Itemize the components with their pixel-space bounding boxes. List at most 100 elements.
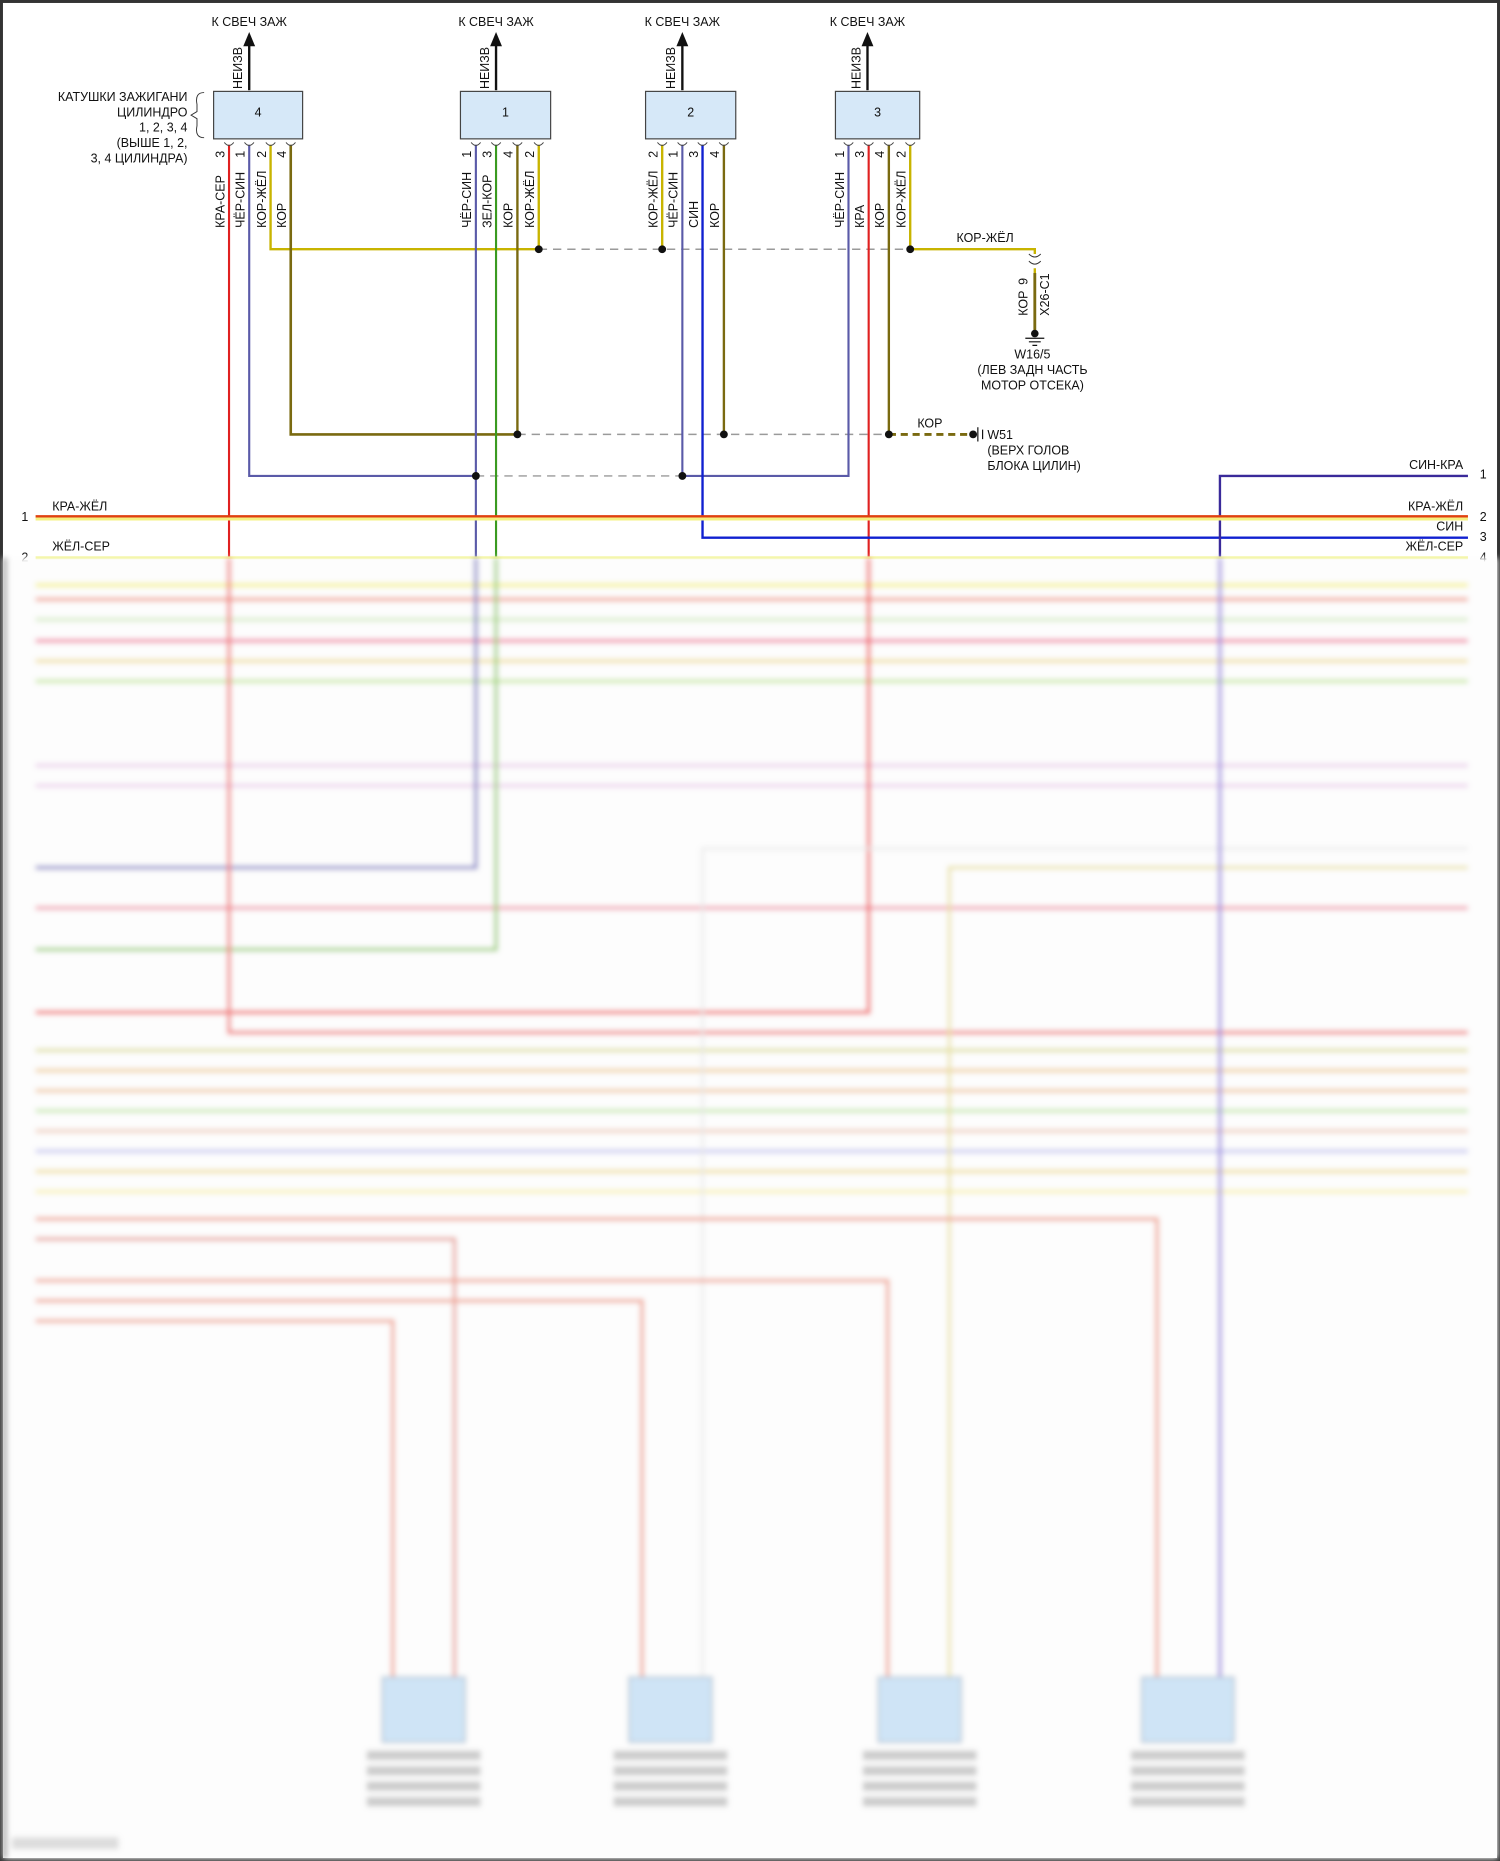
pin-number: 1 bbox=[667, 151, 681, 158]
pin-number: 2 bbox=[646, 151, 660, 158]
pin-connector-icon bbox=[512, 142, 523, 146]
obscured-wire bbox=[35, 557, 498, 952]
pin-wire-label: КОР bbox=[873, 203, 887, 228]
ground-icon bbox=[977, 427, 984, 442]
pin-wire-label: КОР-ЖЁЛ bbox=[255, 171, 269, 228]
obscured-text bbox=[862, 1796, 977, 1807]
output-label: К СВЕЧ ЗАЖ bbox=[830, 15, 906, 29]
component-label-line: (ВЫШЕ 1, 2, bbox=[117, 136, 188, 150]
ground2-name: W51 bbox=[987, 428, 1013, 442]
pin-wire-label: КРА bbox=[853, 204, 867, 228]
pin-wire-label: КОР-ЖЁЛ bbox=[523, 171, 537, 228]
pin-connector-icon bbox=[905, 142, 916, 146]
pin-connector-icon bbox=[843, 142, 854, 146]
coil-box bbox=[459, 90, 552, 140]
output-wire-label: НЕИЗВ bbox=[478, 47, 492, 89]
coil-box bbox=[834, 90, 921, 140]
ground2-wire-label: КОР bbox=[917, 416, 942, 430]
obscured-text bbox=[613, 1781, 728, 1791]
pin-number: 4 bbox=[873, 151, 887, 158]
obscured-component-box bbox=[1141, 1676, 1235, 1743]
output-label: К СВЕЧ ЗАЖ bbox=[645, 15, 721, 29]
ignition-coil-2: 2 К СВЕЧ ЗАЖ НЕИЗВ 2 КОР-ЖЁЛ 1 ЧЁР-СИН 3 СИН 4 КОР bbox=[644, 15, 737, 228]
bus-left-wire: КРА-ЖЁЛ bbox=[52, 499, 107, 513]
coil-number: 2 bbox=[687, 105, 694, 119]
ground1-location: МОТОР ОТСЕКА) bbox=[981, 378, 1084, 392]
ground1-wire-label: КОР-ЖЁЛ bbox=[956, 231, 1013, 245]
pin-number: 1 bbox=[460, 151, 474, 158]
splice-dot bbox=[906, 245, 915, 254]
obscured-text bbox=[366, 1766, 481, 1776]
coil-number: 1 bbox=[502, 105, 509, 119]
output-wire-label: НЕИЗВ bbox=[231, 47, 245, 89]
ignition-coil-1: 1 К СВЕЧ ЗАЖ НЕИЗВ 1 ЧЁР-СИН 3 ЗЕЛ-КОР 4 КОР 2 КОР… bbox=[458, 15, 552, 228]
pin-number: 4 bbox=[708, 151, 722, 158]
pin-wire-label: ЧЁР-СИН bbox=[460, 172, 474, 228]
obscured-wire bbox=[35, 557, 478, 870]
connector-icon bbox=[1028, 253, 1042, 265]
arrow-up-icon bbox=[861, 32, 874, 47]
pin-connector-icon bbox=[883, 142, 894, 146]
bus-left-pin: 2 bbox=[21, 550, 28, 564]
obscured-component-box bbox=[628, 1676, 713, 1743]
pin-connector-icon bbox=[244, 142, 255, 146]
pin-connector-icon bbox=[265, 142, 276, 146]
pin-wire-label: ЧЁР-СИН bbox=[233, 172, 247, 228]
bus-right-wire: СИН bbox=[1436, 520, 1463, 534]
ground1-conn-pin: 9 bbox=[1017, 278, 1031, 285]
ground2-location: БЛОКА ЦИЛИН) bbox=[987, 459, 1080, 473]
obscured-wire bbox=[947, 866, 1468, 1686]
bus-labels: КРА-ЖЁЛ 1 ЖЁЛ-СЕР 2 СИН-КРА 1 КРА-ЖЁЛ 2 … bbox=[21, 458, 1486, 565]
pin-connector-icon bbox=[657, 142, 668, 146]
pin-wire-label: ЧЁР-СИН bbox=[667, 172, 681, 228]
component-label-line: 3, 4 ЦИЛИНДРА) bbox=[91, 152, 188, 166]
pin-number: 2 bbox=[894, 151, 908, 158]
pin-connector-icon bbox=[677, 142, 688, 146]
ground1-name: W16/5 bbox=[1014, 347, 1050, 361]
obscured-watermark bbox=[11, 1837, 119, 1850]
obscured-wire bbox=[35, 1299, 644, 1686]
ground1-location: (ЛЕВ ЗАДН ЧАСТЬ bbox=[977, 363, 1087, 377]
pin-number: 3 bbox=[853, 151, 867, 158]
obscured-wire bbox=[35, 1319, 395, 1686]
bus-right-wire: КРА-ЖЁЛ bbox=[1408, 499, 1463, 513]
obscured-text bbox=[366, 1750, 481, 1761]
bus-right-wire: ЖЁЛ-СЕР bbox=[1405, 540, 1463, 554]
obscured-wire bbox=[35, 557, 871, 1015]
bus-left-pin: 1 bbox=[21, 510, 28, 524]
pin-number: 3 bbox=[687, 151, 701, 158]
obscured-text bbox=[1130, 1781, 1245, 1791]
pin-connector-icon bbox=[697, 142, 708, 146]
pin-number: 3 bbox=[480, 151, 494, 158]
bus-left-wire: ЖЁЛ-СЕР bbox=[52, 540, 110, 554]
ground1-conn-wire: КОР bbox=[1017, 291, 1031, 316]
wire-kor bbox=[289, 144, 518, 436]
ground-w16-5: КОР-ЖЁЛ КОР 9 X26-C1 W16/5 (ЛЕВ ЗАДН ЧАС… bbox=[956, 231, 1087, 392]
pin-connector-icon bbox=[285, 142, 296, 146]
obscured-text bbox=[613, 1796, 728, 1807]
ground-icon bbox=[1025, 337, 1045, 346]
pin-number: 1 bbox=[833, 151, 847, 158]
component-label-line: 1, 2, 3, 4 bbox=[139, 121, 188, 135]
wire-cher-sin bbox=[248, 144, 476, 477]
obscured-wire bbox=[227, 557, 1468, 1035]
output-wire-label: НЕИЗВ bbox=[849, 47, 863, 89]
pin-number: 4 bbox=[502, 151, 516, 158]
output-wire-label: НЕИЗВ bbox=[664, 47, 678, 89]
output-label: К СВЕЧ ЗАЖ bbox=[458, 15, 534, 29]
pin-number: 1 bbox=[233, 151, 247, 158]
coil-number: 4 bbox=[255, 105, 262, 119]
component-label: КАТУШКИ ЗАЖИГАНИ ЦИЛИНДРО 1, 2, 3, 4 (ВЫ… bbox=[58, 90, 205, 166]
bus-right-wire: СИН-КРА bbox=[1409, 458, 1464, 472]
pin-connector-icon bbox=[718, 142, 730, 146]
coil-box bbox=[644, 90, 737, 140]
wire bbox=[682, 144, 850, 477]
arrow-up-icon bbox=[243, 32, 256, 47]
bus-right-pin: 2 bbox=[1480, 510, 1487, 524]
splice-dot bbox=[678, 472, 687, 480]
splice-dot bbox=[471, 472, 480, 480]
obscured-text bbox=[613, 1750, 728, 1761]
ground-w51: КОР W51 (ВЕРХ ГОЛОВ БЛОКА ЦИЛИН) bbox=[917, 416, 1080, 473]
